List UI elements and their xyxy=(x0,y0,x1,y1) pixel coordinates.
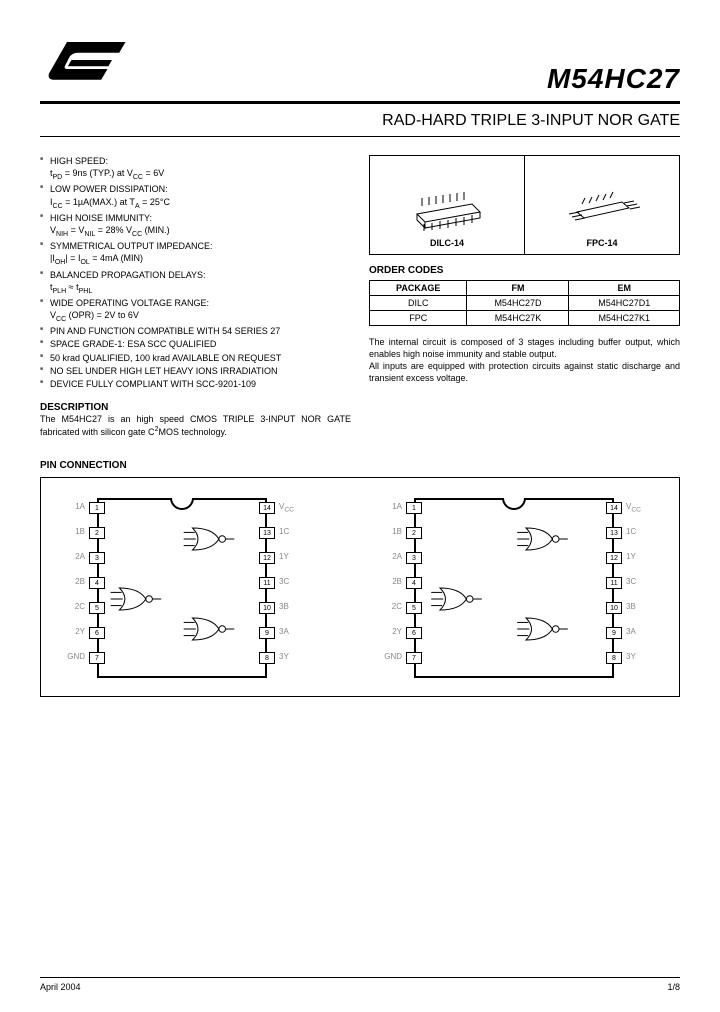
fpc-icon xyxy=(557,184,647,234)
package-label: DILC-14 xyxy=(430,238,464,248)
pin-connection-heading: PIN CONNECTION xyxy=(40,460,680,471)
feature-item: PIN AND FUNCTION COMPATIBLE WITH 54 SERI… xyxy=(40,325,351,337)
right-column: DILC-14 FPC-14 ORDER CODES PACKAGE FM xyxy=(369,155,680,438)
description-body: The M54HC27 is an high speed CMOS TRIPLE… xyxy=(40,413,351,438)
part-number: M54HC27 xyxy=(547,63,680,95)
feature-item: 50 krad QUALIFIED, 100 krad AVAILABLE ON… xyxy=(40,352,351,364)
feature-item: DEVICE FULLY COMPLIANT WITH SCC-9201-109 xyxy=(40,378,351,390)
feature-item: SYMMETRICAL OUTPUT IMPEDANCE:|IOH| = IOL… xyxy=(40,240,351,267)
feature-item: HIGH NOISE IMMUNITY:VNIH = VNIL = 28% VC… xyxy=(40,212,351,239)
package-dilc: DILC-14 xyxy=(370,156,525,254)
package-fpc: FPC-14 xyxy=(525,156,679,254)
footer-page: 1/8 xyxy=(667,982,680,992)
pin-diagram-1: 11A14VCC21B131C32A121Y42B113C52C103B62Y9… xyxy=(53,490,350,684)
footer: April 2004 1/8 xyxy=(40,977,680,992)
table-row: DILC M54HC27D M54HC27D1 xyxy=(370,296,680,311)
table-header: PACKAGE xyxy=(370,281,467,296)
left-column: HIGH SPEED:tPD = 9ns (TYP.) at VCC = 6V … xyxy=(40,155,351,438)
feature-item: NO SEL UNDER HIGH LET HEAVY IONS IRRADIA… xyxy=(40,365,351,377)
table-row: FPC M54HC27K M54HC27K1 xyxy=(370,311,680,326)
pin-diagram-2: 11A14VCC21B131C32A121Y42B113C52C103B62Y9… xyxy=(370,490,667,684)
package-diagram-box: DILC-14 FPC-14 xyxy=(369,155,680,255)
internal-circuit-text: The internal circuit is composed of 3 st… xyxy=(369,336,680,385)
table-header: EM xyxy=(569,281,680,296)
st-logo xyxy=(40,30,130,95)
order-codes-heading: ORDER CODES xyxy=(369,265,680,276)
table-cell: DILC xyxy=(370,296,467,311)
table-header-row: PACKAGE FM EM xyxy=(370,281,680,296)
feature-item: HIGH SPEED:tPD = 9ns (TYP.) at VCC = 6V xyxy=(40,155,351,182)
features-list: HIGH SPEED:tPD = 9ns (TYP.) at VCC = 6V … xyxy=(40,155,351,390)
table-cell: FPC xyxy=(370,311,467,326)
table-header: FM xyxy=(467,281,569,296)
table-cell: M54HC27K1 xyxy=(569,311,680,326)
dilc-icon xyxy=(402,184,492,234)
table-cell: M54HC27D1 xyxy=(569,296,680,311)
feature-item: LOW POWER DISSIPATION:ICC = 1µA(MAX.) at… xyxy=(40,183,351,210)
pin-connection-box: 11A14VCC21B131C32A121Y42B113C52C103B62Y9… xyxy=(40,477,680,697)
two-column-layout: HIGH SPEED:tPD = 9ns (TYP.) at VCC = 6V … xyxy=(40,155,680,438)
table-cell: M54HC27D xyxy=(467,296,569,311)
feature-item: WIDE OPERATING VOLTAGE RANGE:VCC (OPR) =… xyxy=(40,297,351,324)
description-heading: DESCRIPTION xyxy=(40,402,351,413)
page-title: RAD-HARD TRIPLE 3-INPUT NOR GATE xyxy=(40,112,680,137)
order-codes-table: PACKAGE FM EM DILC M54HC27D M54HC27D1 FP… xyxy=(369,280,680,326)
header: M54HC27 xyxy=(40,30,680,104)
feature-item: SPACE GRADE-1: ESA SCC QUALIFIED xyxy=(40,338,351,350)
package-label: FPC-14 xyxy=(586,238,617,248)
feature-item: BALANCED PROPAGATION DELAYS:tPLH ≈ tPHL xyxy=(40,269,351,296)
footer-date: April 2004 xyxy=(40,982,81,992)
table-cell: M54HC27K xyxy=(467,311,569,326)
